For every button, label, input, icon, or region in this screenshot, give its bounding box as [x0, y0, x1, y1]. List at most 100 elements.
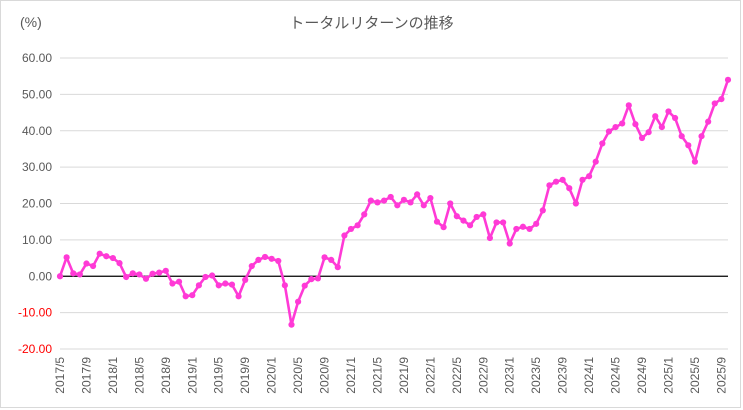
data-point — [56, 273, 64, 280]
y-tick-label: 10.00 — [22, 233, 52, 247]
data-point — [288, 321, 295, 328]
data-point — [526, 225, 533, 233]
data-point — [248, 262, 255, 270]
data-point — [420, 202, 427, 209]
data-point — [652, 113, 659, 120]
data-point — [559, 176, 566, 183]
x-tick-label: 2023/5 — [529, 357, 543, 394]
data-point — [209, 272, 216, 279]
data-point — [169, 280, 176, 287]
data-point — [202, 273, 209, 281]
data-point — [665, 108, 672, 115]
data-point — [109, 254, 117, 262]
y-tick-label: 30.00 — [22, 160, 52, 174]
data-point — [89, 262, 97, 270]
data-point — [222, 280, 229, 287]
data-point — [500, 219, 507, 226]
data-point — [281, 282, 288, 289]
x-tick-label: 2021/5 — [370, 357, 384, 394]
data-point — [519, 223, 527, 230]
data-point — [586, 173, 593, 180]
data-point — [506, 240, 513, 247]
x-tick-label: 2024/1 — [582, 357, 596, 394]
data-point — [433, 218, 441, 225]
x-tick-label: 2019/1 — [185, 357, 199, 394]
x-tick-label: 2021/1 — [344, 357, 358, 394]
data-point — [228, 281, 236, 288]
y-tick-label: -10.00 — [18, 306, 52, 320]
x-tick-label: 2017/5 — [53, 357, 67, 394]
x-tick-label: 2023/9 — [556, 357, 570, 394]
data-point — [387, 193, 394, 201]
data-point — [632, 121, 639, 128]
data-point — [156, 269, 163, 276]
data-point — [367, 197, 374, 204]
x-tick-label: 2022/9 — [476, 357, 490, 394]
x-tick-label: 2022/1 — [423, 357, 437, 394]
x-tick-label: 2024/9 — [635, 357, 649, 394]
data-point — [440, 224, 447, 231]
data-point — [328, 256, 335, 263]
data-point — [242, 276, 249, 283]
y-tick-label: 40.00 — [22, 124, 52, 138]
data-point — [215, 282, 222, 289]
data-point — [466, 222, 474, 229]
y-tick-label: 0.00 — [29, 269, 53, 283]
data-point — [513, 225, 520, 233]
data-point — [347, 225, 355, 233]
y-tick-label: 60.00 — [22, 51, 52, 65]
data-point — [314, 275, 322, 282]
data-point — [625, 102, 632, 109]
data-point — [407, 199, 414, 206]
data-point — [447, 200, 454, 207]
data-point — [552, 178, 560, 185]
x-tick-label: 2019/5 — [212, 357, 226, 394]
data-point — [268, 255, 275, 262]
data-point — [705, 118, 712, 125]
data-point — [136, 271, 143, 278]
x-tick-label: 2020/1 — [265, 357, 279, 394]
x-tick-label: 2025/1 — [661, 357, 675, 394]
data-point — [546, 182, 553, 189]
data-point — [724, 76, 732, 83]
data-point — [142, 275, 150, 282]
data-point — [671, 114, 679, 122]
data-point — [427, 194, 434, 202]
data-point — [691, 158, 699, 165]
data-point — [460, 217, 467, 224]
y-tick-label: 50.00 — [22, 87, 52, 101]
data-point — [572, 200, 579, 207]
x-tick-label: 2019/9 — [238, 357, 252, 394]
data-point — [579, 176, 586, 183]
data-point — [533, 220, 540, 227]
x-tick-label: 2025/9 — [714, 357, 728, 394]
data-point — [480, 211, 487, 218]
data-point — [473, 213, 480, 221]
data-point — [76, 271, 83, 278]
x-tick-label: 2022/5 — [450, 357, 464, 394]
data-point — [599, 140, 606, 147]
x-tick-label: 2023/1 — [503, 357, 517, 394]
data-point — [295, 298, 302, 305]
data-point — [566, 185, 573, 192]
data-point — [592, 158, 599, 165]
data-point — [711, 100, 718, 107]
data-point — [195, 282, 202, 289]
data-point — [658, 124, 665, 131]
data-point — [685, 142, 692, 149]
x-tick-label: 2021/9 — [397, 357, 411, 394]
series-line — [58, 79, 730, 326]
x-tick-label: 2018/9 — [159, 357, 173, 394]
data-point — [189, 292, 196, 299]
x-tick-label: 2024/5 — [609, 357, 623, 394]
data-point — [255, 256, 262, 263]
data-point — [678, 133, 685, 140]
data-point — [638, 134, 646, 142]
y-unit-label: (%) — [20, 14, 42, 30]
data-point — [96, 250, 103, 257]
data-point — [103, 253, 110, 260]
data-point — [354, 222, 361, 229]
data-point — [400, 196, 408, 203]
